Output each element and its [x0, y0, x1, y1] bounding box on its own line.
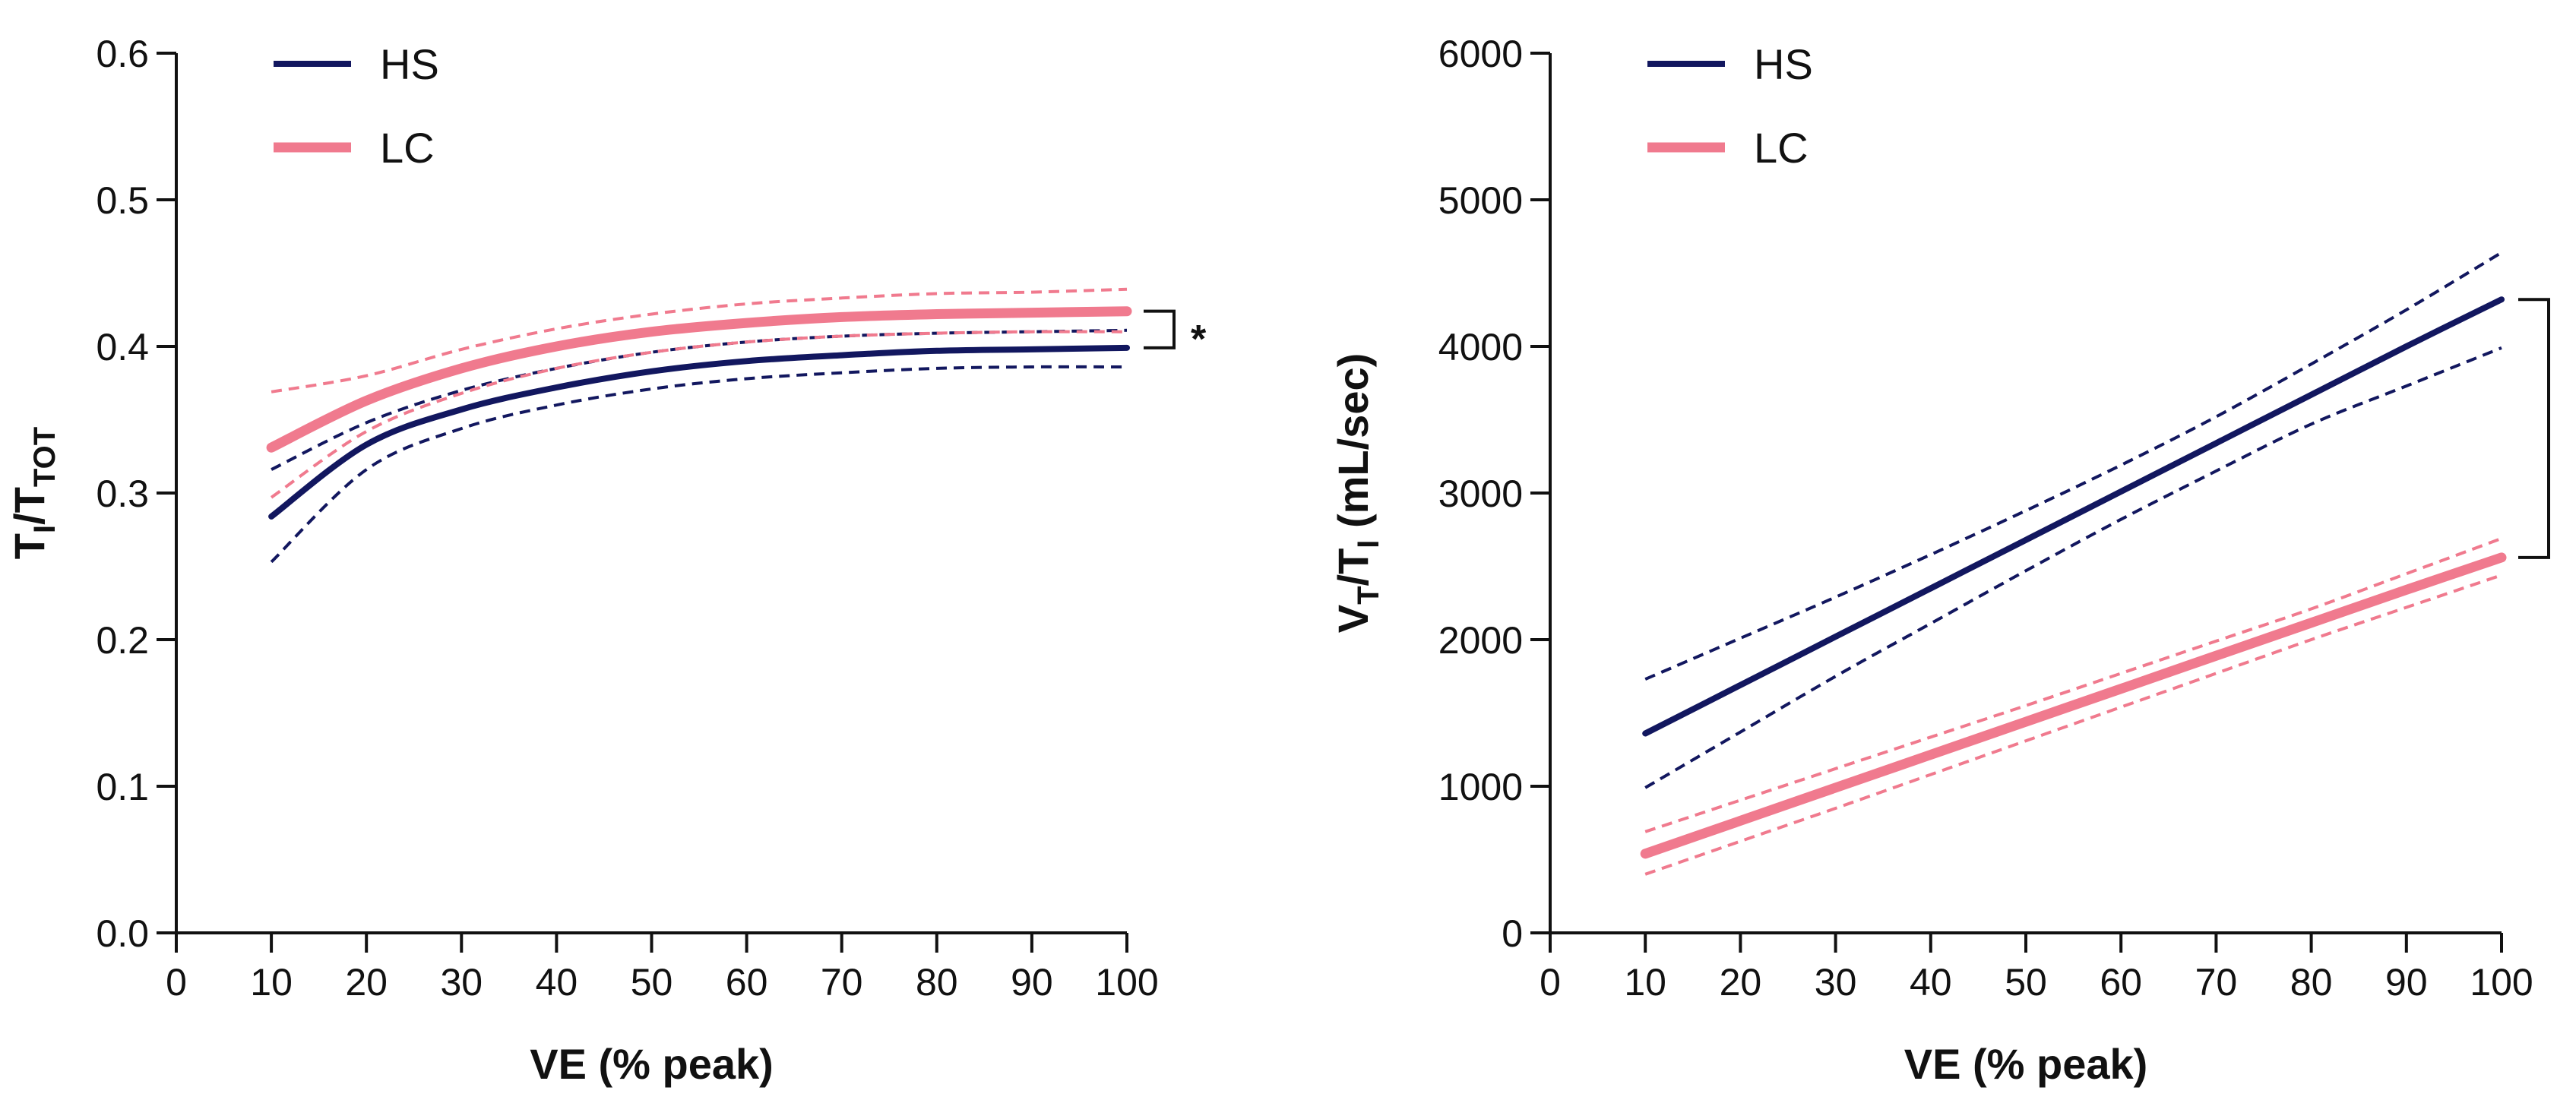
ci-lower-hs	[270, 365, 1128, 564]
y-tick-label: 2000	[1438, 619, 1523, 662]
ci-lower-lc	[1644, 574, 2502, 876]
y-tick-label: 0.2	[96, 619, 149, 662]
series-line-hs	[268, 344, 1130, 520]
x-axis-label: VE (% peak)	[1904, 1040, 2148, 1088]
ci-upper-hs	[1644, 251, 2503, 681]
y-axis-label-part: (mL/sec)	[1329, 353, 1377, 540]
y-tick-label: 1000	[1438, 766, 1523, 808]
ci-lower-hs	[1644, 346, 2502, 789]
series-line-lc	[1640, 552, 2507, 859]
y-tick-label: 0.3	[96, 473, 149, 515]
legend-label-hs: HS	[380, 40, 439, 88]
ci-upper-lc	[1644, 536, 2502, 833]
y-tick-label: 5000	[1438, 179, 1523, 222]
x-tick-label: 10	[250, 961, 293, 1004]
legend-label-lc: LC	[380, 124, 435, 172]
x-tick-label: 0	[1540, 961, 1561, 1004]
x-tick-label: 80	[2290, 961, 2333, 1004]
x-tick-label: 100	[1095, 961, 1158, 1004]
x-tick-label: 50	[2005, 961, 2047, 1004]
y-axis-label-part: V	[1329, 605, 1377, 633]
y-tick-label: 4000	[1438, 326, 1523, 368]
legend-label-hs: HS	[1754, 40, 1813, 88]
x-tick-label: 70	[2195, 961, 2238, 1004]
x-tick-label: 90	[2385, 961, 2428, 1004]
x-tick-label: 20	[1720, 961, 1762, 1004]
significance-label: *	[1191, 318, 1207, 362]
ci-upper-lc	[271, 287, 1128, 394]
x-tick-label: 50	[631, 961, 673, 1004]
y-axis-label-subscript: I	[28, 525, 62, 533]
x-tick-label: 100	[2470, 961, 2533, 1004]
series-line-hs	[1642, 296, 2505, 737]
x-tick-label: 0	[166, 961, 187, 1004]
significance-label: ***	[2568, 406, 2576, 452]
x-tick-label: 80	[916, 961, 958, 1004]
y-axis-label-part: /T	[5, 487, 53, 525]
y-tick-label: 0	[1502, 912, 1523, 955]
x-axis-label: VE (% peak)	[530, 1040, 774, 1088]
y-axis-label-part: T	[5, 533, 53, 559]
y-tick-label: 0.0	[96, 912, 149, 955]
y-axis-label-subscript: TOT	[28, 427, 62, 487]
x-tick-label: 40	[1910, 961, 1952, 1004]
y-tick-label: 3000	[1438, 473, 1523, 515]
x-tick-label: 40	[536, 961, 578, 1004]
series-line-lc	[266, 306, 1132, 453]
ci-lower-lc	[270, 330, 1128, 499]
y-tick-label: 0.4	[96, 326, 149, 368]
chart-ti-ttot: 0 10 20 30 40 50 60 70 80 90 100 0.0 0.1 0.2 0.3 0.4 0.5…	[5, 33, 1207, 1088]
y-axis-label: TI/TTOT	[5, 427, 62, 559]
y-axis-label-subscript: T	[1352, 586, 1385, 604]
y-tick-label: 0.6	[96, 33, 149, 75]
x-tick-label: 10	[1624, 961, 1666, 1004]
x-tick-label: 90	[1011, 961, 1053, 1004]
y-axis-label-subscript: I	[1352, 540, 1385, 548]
x-tick-label: 30	[1815, 961, 1857, 1004]
y-axis-label-part: /T	[1329, 548, 1377, 586]
x-tick-label: 20	[345, 961, 388, 1004]
x-tick-label: 70	[821, 961, 863, 1004]
y-axis-label: VT/TI (mL/sec)	[1329, 353, 1385, 634]
y-tick-label: 0.5	[96, 179, 149, 222]
significance-bracket	[1144, 309, 1176, 349]
x-tick-label: 60	[2100, 961, 2142, 1004]
legend-label-lc: LC	[1754, 124, 1809, 172]
y-tick-label: 6000	[1438, 33, 1523, 75]
x-tick-label: 30	[440, 961, 483, 1004]
chart-vt-ti: 0 10 20 30 40 50 60 70 80 90 100010002000300040005…	[1329, 33, 2576, 1088]
y-tick-label: 0.1	[96, 766, 149, 808]
x-tick-label: 60	[726, 961, 768, 1004]
significance-bracket	[2518, 298, 2550, 559]
